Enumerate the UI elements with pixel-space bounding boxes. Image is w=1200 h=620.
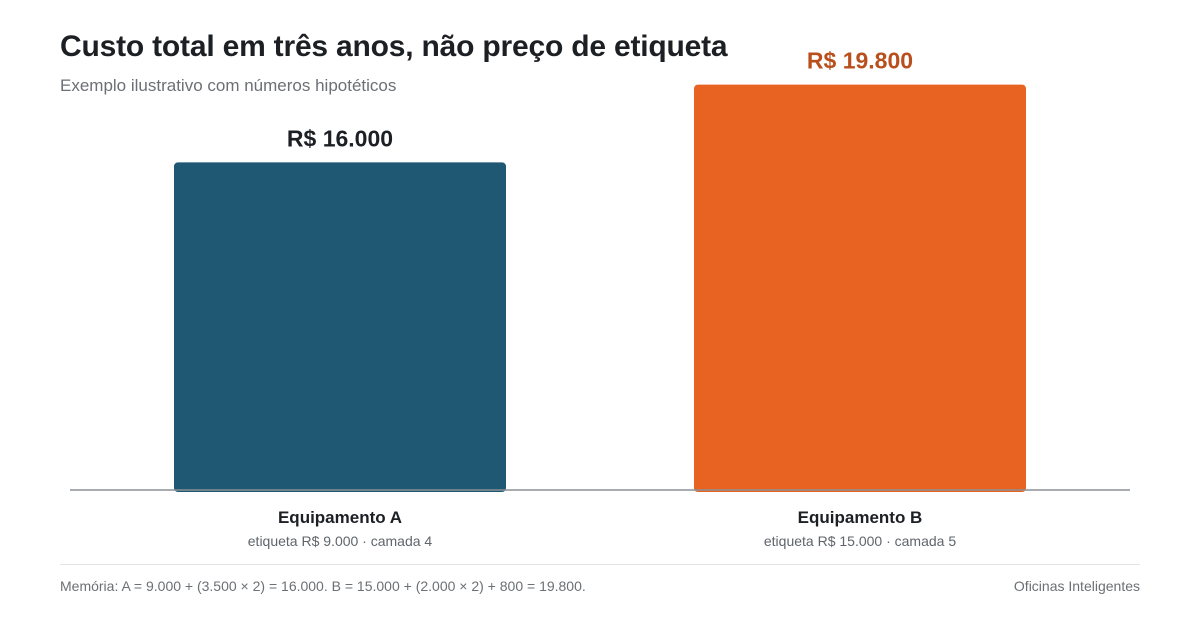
category-label-b: Equipamento B: [798, 508, 923, 527]
chart-subtitle: Exemplo ilustrativo com números hipotéti…: [60, 76, 397, 95]
bar-chart: R$ 16.000 Equipamento A etiqueta R$ 9.000 …: [70, 48, 1130, 549]
footer-divider: [60, 564, 1140, 565]
category-label-a: Equipamento A: [278, 508, 402, 527]
bar-equipamento-a: [174, 162, 506, 492]
calculation-footnote: Memória: A = 9.000 + (3.500 × 2) = 16.00…: [60, 578, 586, 594]
value-label-b: R$ 19.800: [807, 48, 913, 74]
category-sublabel-b: etiqueta R$ 15.000 · camada 5: [764, 533, 956, 549]
source-credit: Oficinas Inteligentes: [1013, 578, 1140, 594]
value-label-a: R$ 16.000: [287, 125, 393, 151]
bar-equipamento-b: [694, 84, 1026, 493]
category-sublabel-a: etiqueta R$ 9.000 · camada 4: [248, 533, 433, 549]
chart-title: Custo total em três anos, não preço de e…: [60, 30, 728, 63]
